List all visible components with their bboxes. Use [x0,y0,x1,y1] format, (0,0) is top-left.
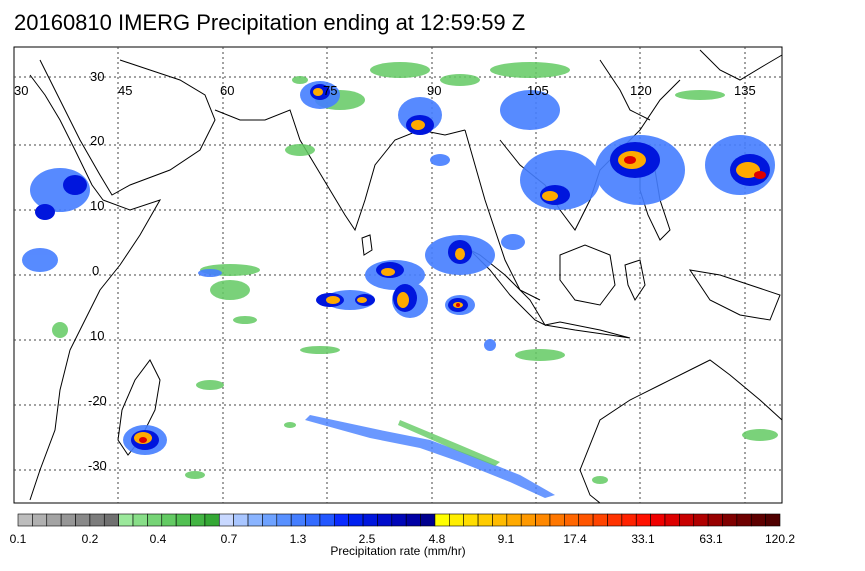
colorbar-swatch [247,513,263,527]
colorbar-swatch [592,513,608,527]
lon-label: 105 [527,83,549,98]
colorbar-swatch [319,513,335,527]
colorbar-swatch [736,513,752,527]
colorbar-swatch [607,513,623,527]
colorbar-swatch [190,513,206,527]
lon-label: 120 [630,83,652,98]
colorbar-swatch [17,513,33,527]
colorbar-swatch [75,513,91,527]
lat-label: 30 [90,69,104,84]
colorbar-swatch [765,513,781,527]
colorbar-swatch [434,513,450,527]
colorbar-swatch [233,513,249,527]
colorbar-swatch [362,513,378,527]
colorbar-swatch [161,513,177,527]
colorbar-swatch [707,513,723,527]
latitude-labels: 30 20 10 0 10 -20 -30 [88,69,107,473]
lon-label: 45 [118,83,132,98]
colorbar-swatch [147,513,163,527]
colorbar-tick-labels: 0.1 0.2 0.4 0.7 1.3 2.5 4.8 9.1 17.4 33.… [10,532,796,546]
lat-label: -30 [88,458,107,473]
lon-label: 135 [734,83,756,98]
colorbar-swatch [348,513,364,527]
colorbar-swatch [664,513,680,527]
colorbar-swatch [218,513,234,527]
colorbar-swatch [60,513,76,527]
colorbar-swatch [549,513,565,527]
colorbar-swatch [132,513,148,527]
colorbar-swatch [449,513,465,527]
colorbar-tick-label: 120.2 [765,532,795,546]
colorbar-swatch [204,513,220,527]
lat-label: -20 [88,393,107,408]
colorbar-swatch [420,513,436,527]
colorbar-tick-label: 33.1 [631,532,655,546]
colorbar-swatch [650,513,666,527]
colorbar-swatch [750,513,766,527]
colorbar-swatch [535,513,551,527]
colorbar-swatch [305,513,321,527]
colorbar [17,513,781,527]
colorbar-swatch [635,513,651,527]
colorbar-swatch [477,513,493,527]
colorbar-swatch [290,513,306,527]
colorbar-tick-label: 0.1 [10,532,27,546]
colorbar-swatch [32,513,48,527]
colorbar-swatch [578,513,594,527]
colorbar-tick-label: 63.1 [699,532,723,546]
colorbar-swatch [262,513,278,527]
precipitation-field [22,62,778,498]
lat-label: 0 [92,263,99,278]
colorbar-label: Precipitation rate (mm/hr) [330,544,465,558]
colorbar-swatch [391,513,407,527]
longitude-labels: 30 45 60 75 90 105 120 135 [14,83,756,98]
colorbar-swatch [118,513,134,527]
lon-label: 30 [14,83,28,98]
colorbar-tick-label: 1.3 [290,532,307,546]
colorbar-swatch [377,513,393,527]
colorbar-swatch [492,513,508,527]
colorbar-swatch [405,513,421,527]
colorbar-tick-label: 0.7 [221,532,238,546]
lon-label: 60 [220,83,234,98]
colorbar-tick-label: 17.4 [563,532,587,546]
colorbar-swatch [463,513,479,527]
colorbar-swatch [103,513,119,527]
colorbar-swatch [175,513,191,527]
lat-label: 10 [90,328,104,343]
colorbar-swatch [46,513,62,527]
lon-label: 90 [427,83,441,98]
colorbar-swatch [564,513,580,527]
colorbar-swatch [520,513,536,527]
colorbar-tick-label: 2.5 [359,532,376,546]
lat-label: 20 [90,133,104,148]
colorbar-swatch [621,513,637,527]
lon-label: 75 [323,83,337,98]
colorbar-swatch [89,513,105,527]
colorbar-swatch [333,513,349,527]
colorbar-tick-label: 4.8 [429,532,446,546]
colorbar-swatch [679,513,695,527]
map-title: 20160810 IMERG Precipitation ending at 1… [14,10,526,35]
colorbar-tick-label: 0.4 [150,532,167,546]
colorbar-tick-label: 9.1 [498,532,515,546]
colorbar-swatch [506,513,522,527]
lat-label: 10 [90,198,104,213]
colorbar-swatch [693,513,709,527]
colorbar-swatch [722,513,738,527]
colorbar-tick-label: 0.2 [82,532,99,546]
colorbar-swatch [276,513,292,527]
